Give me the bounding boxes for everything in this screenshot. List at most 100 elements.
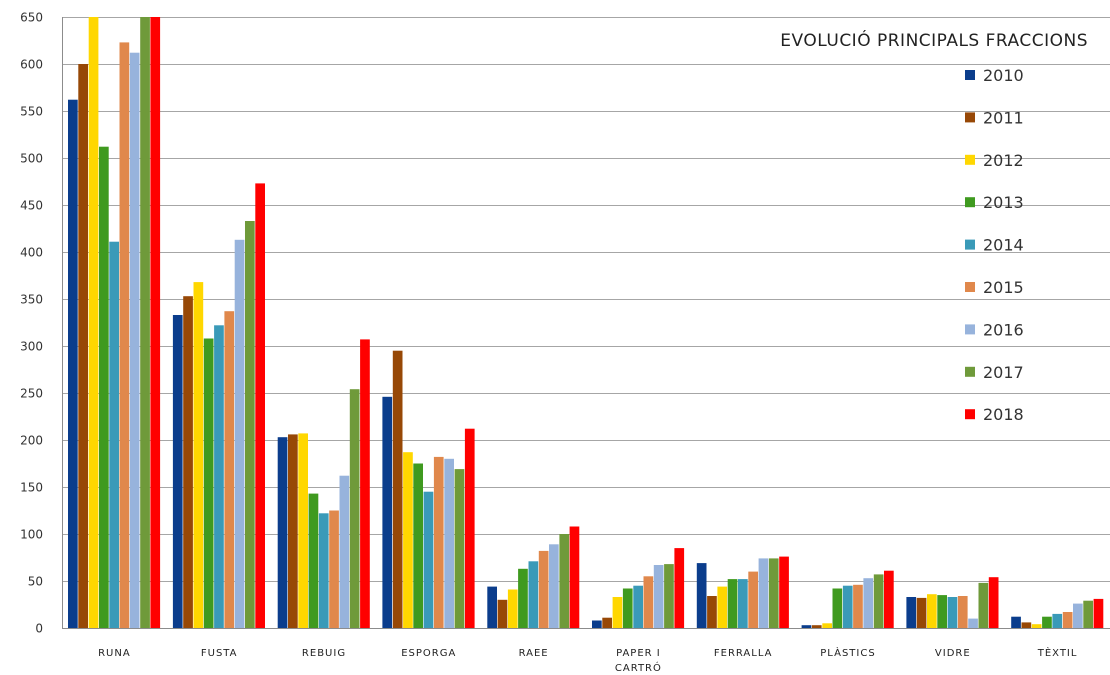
y-tick-label: 400 xyxy=(20,246,43,260)
bar-2018 xyxy=(674,548,685,628)
bar-2010 xyxy=(382,396,393,628)
bar-2010 xyxy=(172,315,183,628)
bar-2011 xyxy=(497,599,508,628)
y-tick-label: 150 xyxy=(20,481,43,495)
bars xyxy=(68,17,1104,629)
bar-2012 xyxy=(1031,624,1042,628)
bar-2015 xyxy=(1062,612,1073,628)
y-axis-ticks: 0 50 100 150 200 250 300 350 400 450 500 550 600 650 xyxy=(20,11,43,636)
x-tick-label: FUSTA xyxy=(201,648,238,659)
bar-2012 xyxy=(612,597,623,628)
bar-2017 xyxy=(978,582,989,628)
bar-2012 xyxy=(403,452,413,628)
legend-label-2016: 2016 xyxy=(983,320,1024,339)
legend-swatch-2012 xyxy=(965,154,975,165)
y-tick-label: 350 xyxy=(20,293,43,307)
bar-2016 xyxy=(653,565,664,628)
bar-2010 xyxy=(696,563,707,628)
bar-2018 xyxy=(1093,598,1104,628)
x-tick-label: PLÀSTICS xyxy=(820,646,875,659)
legend-label-2014: 2014 xyxy=(983,236,1024,255)
bar-2015 xyxy=(957,596,968,628)
y-tick-label: 0 xyxy=(35,622,43,636)
bar-2017 xyxy=(559,534,570,628)
legend-swatch-2011 xyxy=(965,112,975,123)
bar-2015 xyxy=(433,456,444,628)
bar-2016 xyxy=(549,544,559,628)
y-tick-label: 300 xyxy=(20,340,43,354)
y-tick-label: 450 xyxy=(20,199,43,213)
bar-2015 xyxy=(119,42,130,628)
bar-2017 xyxy=(1083,600,1093,628)
legend-swatch-2014 xyxy=(965,239,975,250)
bar-2010 xyxy=(801,625,812,628)
bar-2015 xyxy=(538,550,549,628)
bar-2011 xyxy=(916,597,927,628)
legend-label-2010: 2010 xyxy=(983,66,1024,85)
bar-2017 xyxy=(245,221,255,628)
x-tick-label: REBUIG xyxy=(302,648,346,659)
legend: 2010 2011 2012 2013 2014 2015 2016 2017 2018 xyxy=(965,66,1024,424)
bar-2011 xyxy=(811,625,822,628)
bar-2013 xyxy=(832,588,843,628)
x-axis-labels: RUNA FUSTA REBUIG ESPORGA RAEE PAPER I CARTRÓ F… xyxy=(98,646,1078,674)
bar-2012 xyxy=(927,594,937,628)
bar-2011 xyxy=(1021,622,1032,628)
bar-2016 xyxy=(758,558,769,628)
bar-2012 xyxy=(88,17,99,628)
bar-2016 xyxy=(339,475,350,628)
bar-2013 xyxy=(203,338,214,628)
bar-2016 xyxy=(234,239,245,629)
bar-2014 xyxy=(738,579,748,628)
x-tick-label: VIDRE xyxy=(935,648,971,659)
bar-2017 xyxy=(873,574,884,628)
y-tick-label: 550 xyxy=(20,105,43,119)
y-tick-label: 200 xyxy=(20,434,43,448)
bar-2018 xyxy=(779,556,789,628)
y-tick-label: 500 xyxy=(20,152,43,166)
bar-2011 xyxy=(183,296,193,628)
x-tick-label: RUNA xyxy=(98,648,131,659)
y-tick-label: 600 xyxy=(20,58,43,72)
legend-swatch-2016 xyxy=(965,324,975,335)
bar-2018 xyxy=(360,339,370,628)
legend-label-2011: 2011 xyxy=(983,108,1024,127)
bar-2016 xyxy=(1073,603,1083,628)
bar-2013 xyxy=(622,588,633,628)
legend-swatch-2015 xyxy=(965,282,975,292)
bar-2018 xyxy=(464,428,475,628)
bar-2018 xyxy=(884,570,894,628)
bar-2015 xyxy=(853,584,863,628)
x-tick-label: PAPER I CARTRÓ xyxy=(615,648,662,674)
bar-2010 xyxy=(68,99,78,628)
bar-2014 xyxy=(842,585,853,628)
y-tick-label: 50 xyxy=(28,575,43,589)
bar-2018 xyxy=(255,183,265,628)
bar-2015 xyxy=(329,510,339,628)
legend-label-2012: 2012 xyxy=(983,151,1024,170)
bar-2015 xyxy=(748,571,758,628)
bar-2017 xyxy=(664,564,674,628)
bar-2012 xyxy=(193,282,204,628)
bar-2014 xyxy=(947,597,958,628)
bar-2014 xyxy=(1052,613,1063,628)
legend-swatch-2013 xyxy=(965,197,975,208)
bar-2015 xyxy=(224,311,235,628)
bar-2011 xyxy=(288,434,298,628)
y-tick-label: 650 xyxy=(20,11,43,25)
bar-2011 xyxy=(392,350,403,628)
bar-2010 xyxy=(906,597,917,628)
x-tick-label: ESPORGA xyxy=(401,648,456,659)
x-tick-label: FERRALLA xyxy=(714,648,773,659)
bar-2013 xyxy=(413,463,423,628)
bar-2013 xyxy=(727,579,738,628)
bar-2015 xyxy=(643,576,654,628)
bar-2016 xyxy=(863,578,874,628)
bar-2016 xyxy=(444,458,454,628)
bar-2012 xyxy=(717,586,728,628)
x-tick-label: TÈXTIL xyxy=(1037,646,1078,659)
bar-2014 xyxy=(214,325,224,628)
bar-2010 xyxy=(487,586,497,628)
bar-2011 xyxy=(78,64,88,628)
bar-2018 xyxy=(150,17,161,628)
